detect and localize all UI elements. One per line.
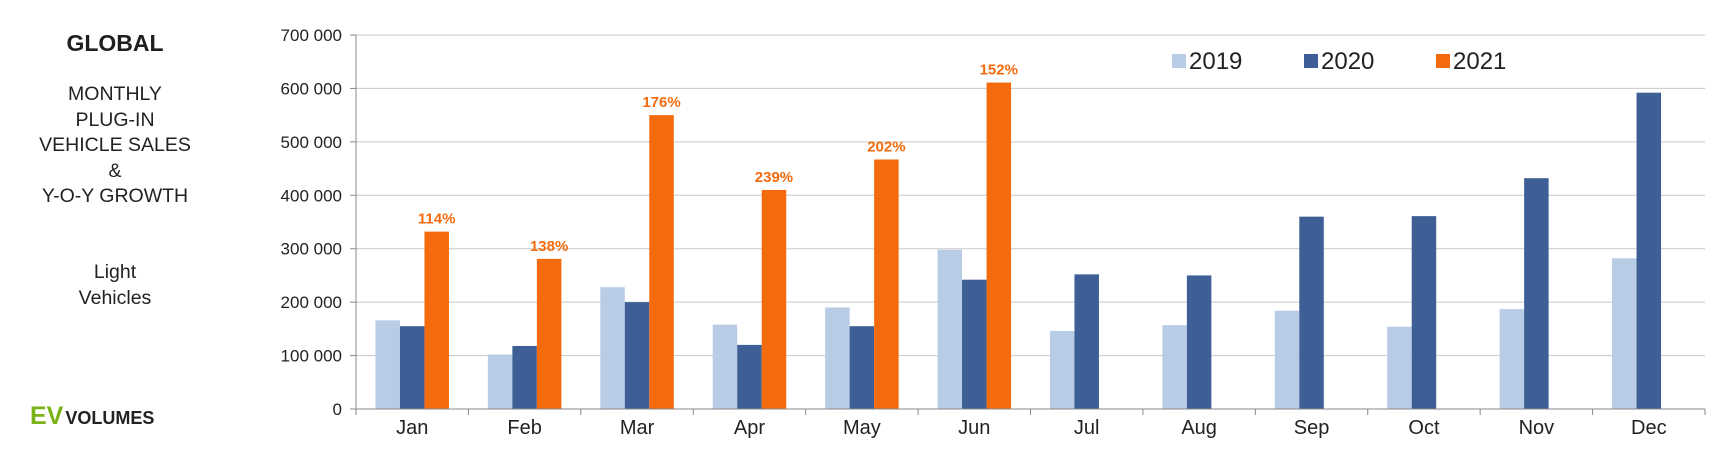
y-tick-label: 300 000 — [281, 240, 342, 259]
growth-label: 176% — [642, 94, 680, 111]
bar-2019 — [375, 320, 400, 409]
x-tick-label: Feb — [507, 417, 541, 439]
legend-swatch — [1172, 54, 1186, 68]
bar-2020 — [849, 326, 875, 409]
subtitle-line: & — [108, 159, 122, 182]
subtitle-line: VEHICLE SALES — [39, 134, 191, 156]
legend-label: 2019 — [1189, 48, 1242, 75]
bar-2021 — [761, 189, 787, 409]
bar-2020 — [1411, 216, 1437, 409]
logo-ev-text: EV — [30, 402, 64, 430]
bar-2019 — [487, 354, 513, 409]
growth-label: 239% — [755, 169, 793, 186]
x-axis: Jan Feb Mar Apr May Jun Jul Aug Sep Oct Nov Dec — [355, 408, 1706, 439]
segment-line: Vehicles — [78, 286, 152, 309]
y-tick-label: 700 000 — [281, 26, 342, 45]
bar-2020 — [1636, 92, 1662, 410]
y-axis: 0 100 000 200 000 300 000 400 000 500 000 600 … — [281, 26, 357, 419]
x-tick-label: Sep — [1294, 417, 1330, 439]
y-tick-label: 600 000 — [281, 79, 342, 98]
region-title: GLOBAL — [66, 30, 164, 56]
subtitle-line: PLUG-IN — [75, 108, 155, 131]
x-tick-label: Nov — [1519, 417, 1555, 439]
bar-2021 — [536, 258, 562, 409]
bar-2019 — [1612, 258, 1637, 409]
legend: 2019 2020 2021 — [1172, 48, 1506, 75]
legend-label: 2021 — [1453, 48, 1506, 75]
x-tick-label: Aug — [1181, 417, 1217, 439]
gridlines — [356, 34, 1705, 357]
bar-2019 — [937, 249, 963, 409]
legend-swatch — [1304, 54, 1318, 68]
vehicle-segment: Light Vehicles — [0, 260, 230, 311]
y-tick-label: 200 000 — [281, 293, 342, 312]
x-tick-label: May — [843, 417, 881, 439]
y-tick-label: 100 000 — [281, 347, 342, 366]
bar-2021 — [874, 159, 899, 409]
y-tick-label: 500 000 — [281, 133, 342, 152]
x-tick-label: Dec — [1631, 417, 1667, 439]
bar-2019 — [1049, 330, 1075, 409]
bar-2021 — [424, 231, 449, 409]
bar-2020 — [1186, 275, 1212, 409]
legend-swatch — [1436, 54, 1450, 68]
bar-2019 — [1387, 326, 1412, 409]
bar-2021 — [649, 115, 674, 410]
y-tick-label: 400 000 — [281, 186, 342, 205]
bar-2020 — [1299, 216, 1324, 409]
bar-2019 — [712, 324, 738, 409]
growth-label: 152% — [980, 62, 1018, 79]
bar-2020 — [962, 279, 987, 409]
side-panel: GLOBAL MONTHLY PLUG-IN VEHICLE SALES & Y… — [0, 0, 230, 452]
chart-subtitle: MONTHLY PLUG-IN VEHICLE SALES & Y-O-Y GR… — [0, 82, 230, 210]
logo-volumes-text: VOLUMES — [65, 408, 155, 428]
bars — [375, 82, 1662, 410]
bar-2019 — [1274, 310, 1300, 409]
bar-2019 — [600, 287, 625, 409]
x-tick-label: Apr — [734, 417, 765, 439]
y-tick-label: 0 — [333, 400, 342, 419]
bar-2020 — [1074, 274, 1099, 409]
bar-2019 — [825, 307, 850, 409]
bar-2019 — [1499, 309, 1525, 409]
bar-2020 — [512, 345, 537, 409]
bar-2019 — [1162, 325, 1187, 409]
x-tick-label: Mar — [620, 417, 655, 439]
growth-label: 202% — [867, 138, 905, 155]
bar-2020 — [624, 302, 650, 409]
growth-label: 114% — [418, 211, 456, 228]
bar-2020 — [1524, 178, 1549, 409]
subtitle-line: Y-O-Y GROWTH — [41, 185, 189, 207]
x-tick-label: Oct — [1408, 417, 1440, 439]
x-tick-label: Jun — [958, 417, 990, 439]
segment-line: Light — [93, 261, 137, 283]
x-tick-label: Jan — [396, 417, 428, 439]
bar-2020 — [737, 344, 762, 409]
ev-volumes-logo: EV VOLUMES — [30, 402, 154, 431]
bar-2021 — [986, 82, 1012, 410]
growth-labels: 114% 138% 176% 239% 202% 152% — [418, 62, 1018, 255]
legend-label: 2020 — [1321, 48, 1374, 75]
growth-label: 138% — [530, 238, 568, 255]
subtitle-line: MONTHLY — [68, 83, 162, 105]
x-tick-label: Jul — [1074, 417, 1100, 439]
bar-2020 — [399, 326, 425, 409]
